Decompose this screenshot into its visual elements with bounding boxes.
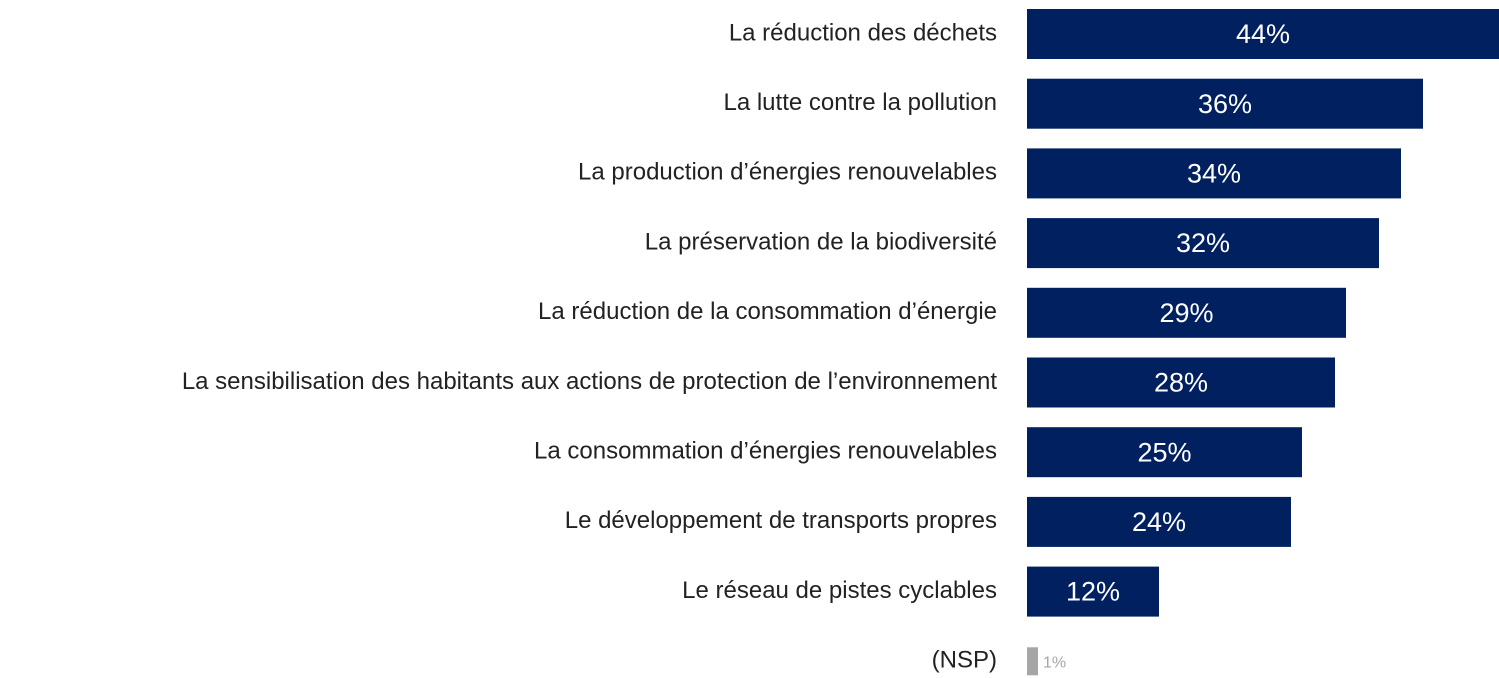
- category-label: Le réseau de pistes cyclables: [682, 577, 997, 604]
- category-label: La réduction des déchets: [729, 19, 997, 46]
- value-label: 44%: [1236, 19, 1290, 49]
- value-label: 32%: [1176, 228, 1230, 258]
- value-label: 34%: [1187, 159, 1241, 189]
- value-label: 29%: [1159, 298, 1213, 328]
- bar: [1027, 427, 1302, 478]
- value-label: 28%: [1154, 368, 1208, 398]
- bar: [1027, 287, 1346, 338]
- bar: [1027, 496, 1291, 547]
- category-label: La lutte contre la pollution: [723, 89, 997, 116]
- bar: [1027, 78, 1423, 129]
- category-label: La production d’énergies renouvelables: [578, 159, 997, 186]
- bar: [1027, 566, 1159, 617]
- value-label: 25%: [1137, 437, 1191, 467]
- category-label: Le développement de transports propres: [565, 507, 997, 534]
- category-label: La consommation d’énergies renouvelables: [534, 438, 997, 465]
- value-label: 12%: [1066, 577, 1120, 607]
- bar: [1027, 218, 1379, 269]
- value-label: 36%: [1198, 89, 1252, 119]
- value-label: 24%: [1132, 507, 1186, 537]
- category-label: (NSP): [932, 647, 997, 674]
- bar: [1027, 647, 1038, 676]
- bar: [1027, 9, 1499, 59]
- category-label: La sensibilisation des habitants aux act…: [182, 368, 998, 395]
- category-label: La réduction de la consommation d’énergi…: [538, 298, 997, 325]
- category-label: La préservation de la biodiversité: [645, 228, 997, 255]
- value-label: 1%: [1043, 655, 1066, 672]
- bar: [1027, 148, 1401, 199]
- bar: [1027, 357, 1335, 408]
